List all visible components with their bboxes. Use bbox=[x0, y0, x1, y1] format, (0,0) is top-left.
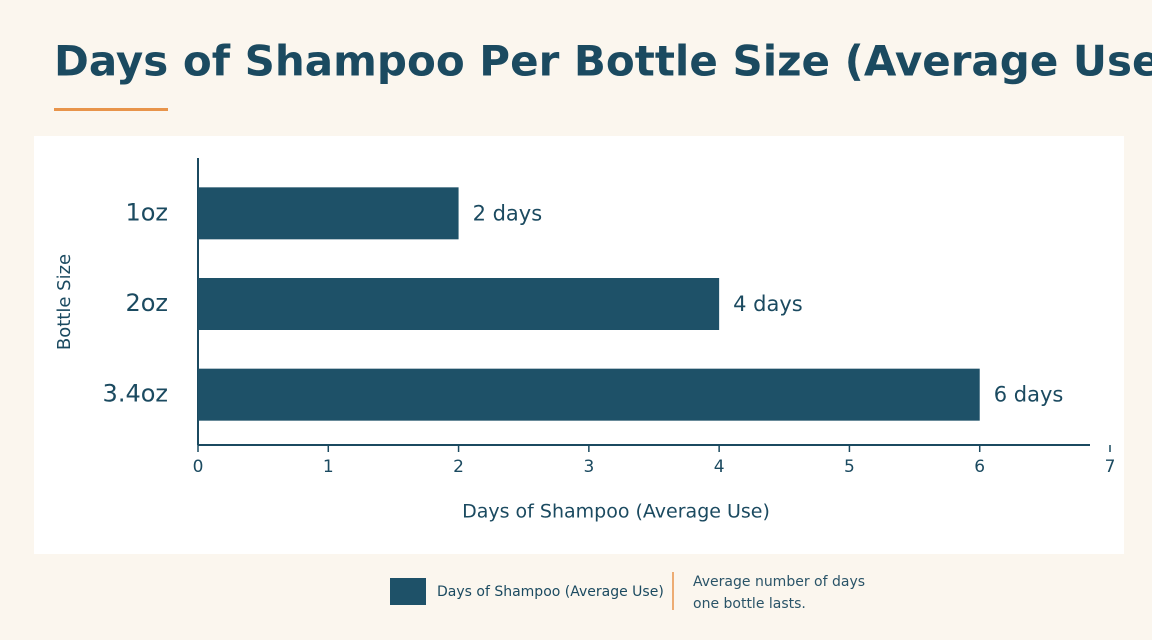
x-tick-label: 3 bbox=[583, 457, 594, 477]
legend-label: Days of Shampoo (Average Use) bbox=[437, 584, 664, 600]
x-tick-label: 1 bbox=[323, 457, 334, 477]
chart-title: Days of Shampoo Per Bottle Size (Average… bbox=[54, 37, 1152, 86]
y-tick-label: 1oz bbox=[125, 198, 168, 226]
legend-note: Average number of days one bottle lasts. bbox=[693, 574, 866, 612]
y-tick-label: 3.4oz bbox=[103, 380, 168, 408]
x-tick-label: 4 bbox=[714, 457, 725, 477]
bar bbox=[198, 278, 720, 330]
title-underline bbox=[54, 108, 168, 111]
x-axis-label: Days of Shampoo (Average Use) bbox=[462, 501, 770, 523]
value-label: 6 days bbox=[994, 383, 1064, 407]
value-label: 4 days bbox=[733, 292, 803, 316]
x-tick-label: 2 bbox=[453, 457, 464, 477]
bar bbox=[198, 368, 980, 421]
x-tick-label: 0 bbox=[193, 457, 204, 477]
y-axis-label: Bottle Size bbox=[54, 254, 75, 350]
x-tick-label: 6 bbox=[974, 457, 985, 477]
legend-note-box: Average number of days one bottle lasts. bbox=[693, 574, 866, 612]
x-tick-label: 5 bbox=[844, 457, 855, 477]
x-tick-label: 7 bbox=[1105, 457, 1116, 477]
bar bbox=[198, 187, 459, 240]
legend-swatch bbox=[390, 578, 426, 605]
y-tick-label: 2oz bbox=[125, 289, 168, 317]
value-label: 2 days bbox=[473, 201, 543, 225]
